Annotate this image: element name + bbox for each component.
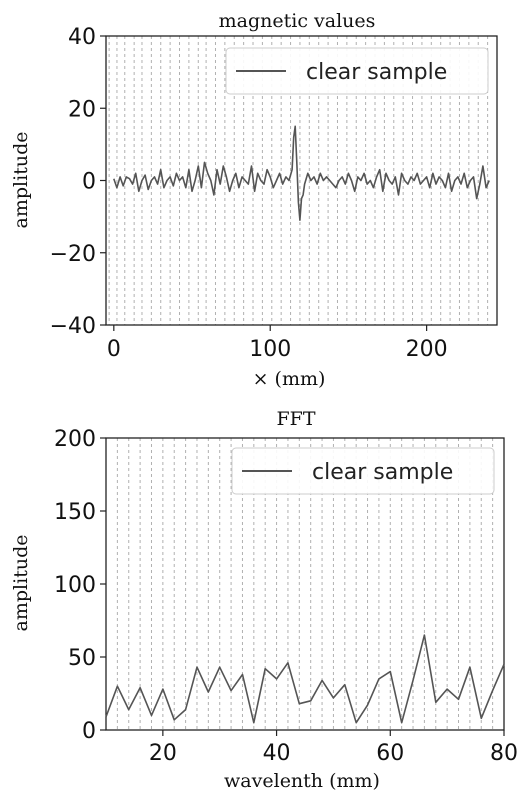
series-line bbox=[105, 634, 505, 724]
y-tick-label: 40 bbox=[68, 25, 96, 50]
chart-title: magnetic values bbox=[219, 10, 376, 32]
y-tick-label: 20 bbox=[68, 97, 96, 122]
series-line bbox=[113, 125, 490, 221]
y-tick-label: 0 bbox=[82, 719, 96, 744]
x-tick-label: 200 bbox=[406, 337, 448, 362]
legend-box bbox=[231, 447, 495, 495]
y-tick-label: 150 bbox=[54, 500, 96, 525]
y-axis-label: amplitude bbox=[10, 535, 32, 632]
legend-label: clear sample bbox=[312, 460, 453, 485]
y-tick-label: −20 bbox=[50, 242, 96, 267]
x-tick-label: 100 bbox=[249, 337, 291, 362]
x-tick-label: 20 bbox=[149, 741, 177, 766]
x-axis-label: wavelenth (mm) bbox=[224, 770, 380, 792]
y-tick-label: 200 bbox=[54, 427, 96, 452]
chart-title: FFT bbox=[276, 408, 315, 430]
y-tick-label: 50 bbox=[68, 646, 96, 671]
y-tick-label: 0 bbox=[82, 170, 96, 195]
legend: clear sample bbox=[231, 447, 495, 495]
x-tick-label: 40 bbox=[263, 741, 291, 766]
x-tick-label: 80 bbox=[490, 741, 518, 766]
y-axis-label: amplitude bbox=[10, 132, 32, 229]
x-axis-label: × (mm) bbox=[253, 368, 326, 390]
magnetic-values-chart: magnetic values amplitude × (mm) −40 −20 0… bbox=[10, 10, 498, 390]
legend: clear sample bbox=[225, 47, 489, 95]
y-tick-label: 100 bbox=[54, 573, 96, 598]
y-tick-label: −40 bbox=[50, 314, 96, 339]
fft-chart: FFT amplitude wavelenth (mm) 0 50 100 150 20… bbox=[10, 408, 518, 792]
x-tick-label: 0 bbox=[107, 337, 121, 362]
x-tick-label: 60 bbox=[376, 741, 404, 766]
legend-box bbox=[225, 47, 489, 95]
legend-label: clear sample bbox=[306, 60, 447, 85]
